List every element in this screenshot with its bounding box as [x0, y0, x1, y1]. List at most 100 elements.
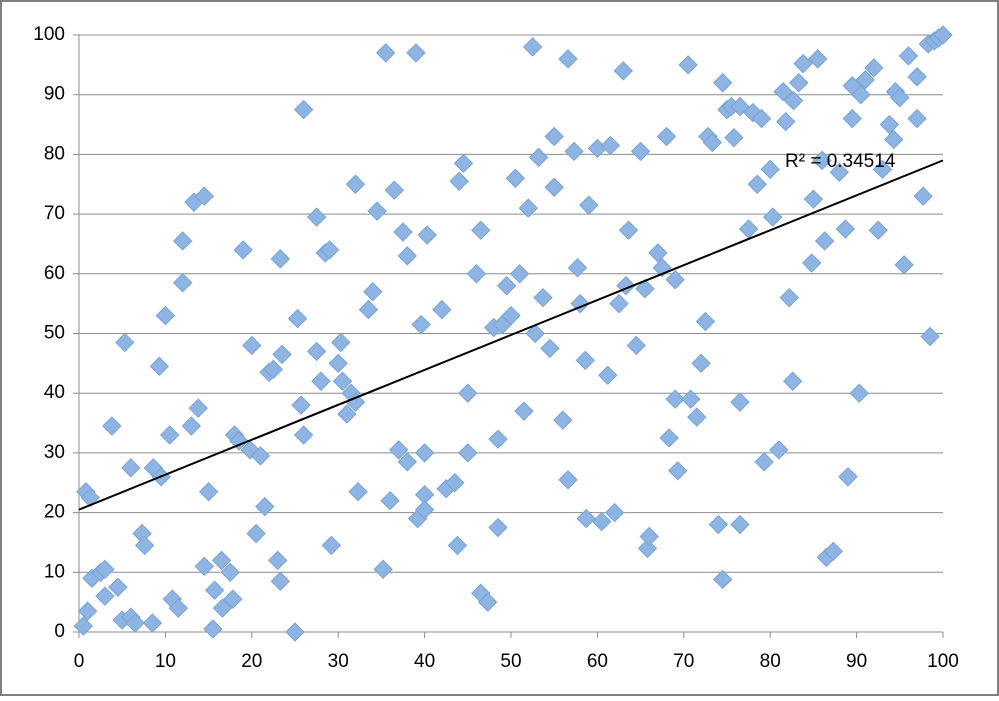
scatter-point [890, 87, 910, 108]
scatter-point [125, 613, 145, 633]
scatter-point [358, 299, 379, 320]
scatter-point [149, 356, 170, 377]
scatter-point [702, 132, 723, 153]
scatter-point [496, 276, 517, 296]
scatter-point [779, 287, 799, 308]
scatter-point [782, 371, 803, 391]
scatter-point [829, 162, 850, 183]
scatter-point [211, 550, 232, 571]
trendline [78, 159, 944, 511]
scatter-point [769, 440, 789, 460]
scatter-point [598, 365, 618, 385]
x-tick-label: 100 [927, 651, 959, 672]
scatter-point [747, 174, 767, 194]
scatter-point [544, 126, 564, 147]
scatter-point [77, 601, 98, 621]
scatter-point [287, 308, 308, 329]
scatter-point [181, 416, 202, 436]
scatter-point [613, 61, 634, 81]
scatter-point [168, 598, 189, 618]
scatter-point [894, 255, 914, 275]
scatter-point [668, 461, 688, 481]
scatter-point [432, 299, 452, 320]
scatter-point [553, 410, 573, 430]
x-tick-label: 40 [414, 651, 435, 672]
y-tick-label: 30 [44, 442, 65, 463]
y-tick-label: 0 [54, 621, 65, 642]
scatter-point [348, 481, 368, 502]
scatter-point [898, 46, 919, 66]
scatter-point [600, 135, 621, 156]
y-tick-label: 70 [44, 203, 65, 224]
scatter-point [509, 264, 530, 284]
scatter-point [604, 502, 625, 523]
scatter-point [270, 571, 291, 591]
scatter-point [730, 392, 750, 412]
y-tick-label: 90 [44, 84, 65, 105]
scatter-point [449, 171, 469, 191]
scatter-point [754, 452, 774, 472]
scatter-point [724, 127, 744, 148]
scatter-point [306, 207, 327, 227]
scatter-point [331, 332, 351, 353]
scatter-point [626, 335, 646, 356]
scatter-point [501, 305, 521, 326]
scatter-point [730, 514, 750, 535]
y-tick-label: 50 [44, 323, 65, 344]
scatter-point [95, 586, 115, 606]
scatter-point [691, 353, 711, 374]
scatter-point [453, 153, 474, 174]
scatter-point [233, 240, 253, 260]
scatter-point [458, 443, 478, 463]
x-tick-label: 0 [74, 651, 85, 672]
scatter-point [458, 383, 478, 403]
scatter-point [414, 443, 435, 463]
x-tick-label: 70 [673, 651, 694, 672]
scatter-point [203, 619, 223, 639]
scatter-point [212, 598, 233, 618]
x-tick-label: 20 [241, 651, 262, 672]
scatter-point [855, 70, 875, 90]
scatter-point [155, 305, 176, 326]
scatter-point [793, 53, 813, 74]
scatter-point [194, 186, 214, 206]
scatter-point [240, 440, 260, 460]
scatter-point [575, 350, 596, 371]
scatter-point [293, 99, 314, 120]
scatter-point [115, 332, 135, 353]
scatter-point [293, 425, 314, 445]
scatter-point [712, 569, 733, 590]
scatter-point [579, 195, 599, 215]
scatter-point [363, 282, 383, 302]
scatter-point [564, 141, 584, 162]
scatter-point [345, 392, 366, 412]
scatter-point [838, 467, 858, 487]
scatter-point [695, 311, 716, 332]
scatter-point [488, 517, 508, 538]
scatter-point [380, 490, 400, 511]
scatter-point [665, 389, 685, 409]
scatter-point [913, 186, 933, 206]
scatter-point [656, 126, 677, 147]
scatter-point [270, 249, 291, 269]
scatter-point [319, 240, 340, 260]
scatter-point [121, 458, 141, 478]
y-tick-label: 100 [33, 24, 65, 45]
scatter-point [540, 338, 560, 359]
scatter-point [142, 613, 163, 633]
scatter-point [220, 562, 240, 583]
r-squared-annotation: R² = 0.34514 [785, 151, 896, 172]
scatter-point [760, 159, 780, 180]
scatter-point [204, 580, 225, 600]
y-tick-label: 10 [44, 561, 65, 582]
scatter-point [447, 535, 468, 556]
scatter-point [851, 84, 871, 105]
x-tick-label: 60 [587, 651, 608, 672]
scatter-point [367, 201, 387, 221]
scatter-point [730, 96, 750, 117]
scatter-point [384, 180, 405, 200]
scatter-point [872, 159, 893, 180]
scatter-point [648, 243, 668, 263]
scatter-point [445, 473, 465, 493]
